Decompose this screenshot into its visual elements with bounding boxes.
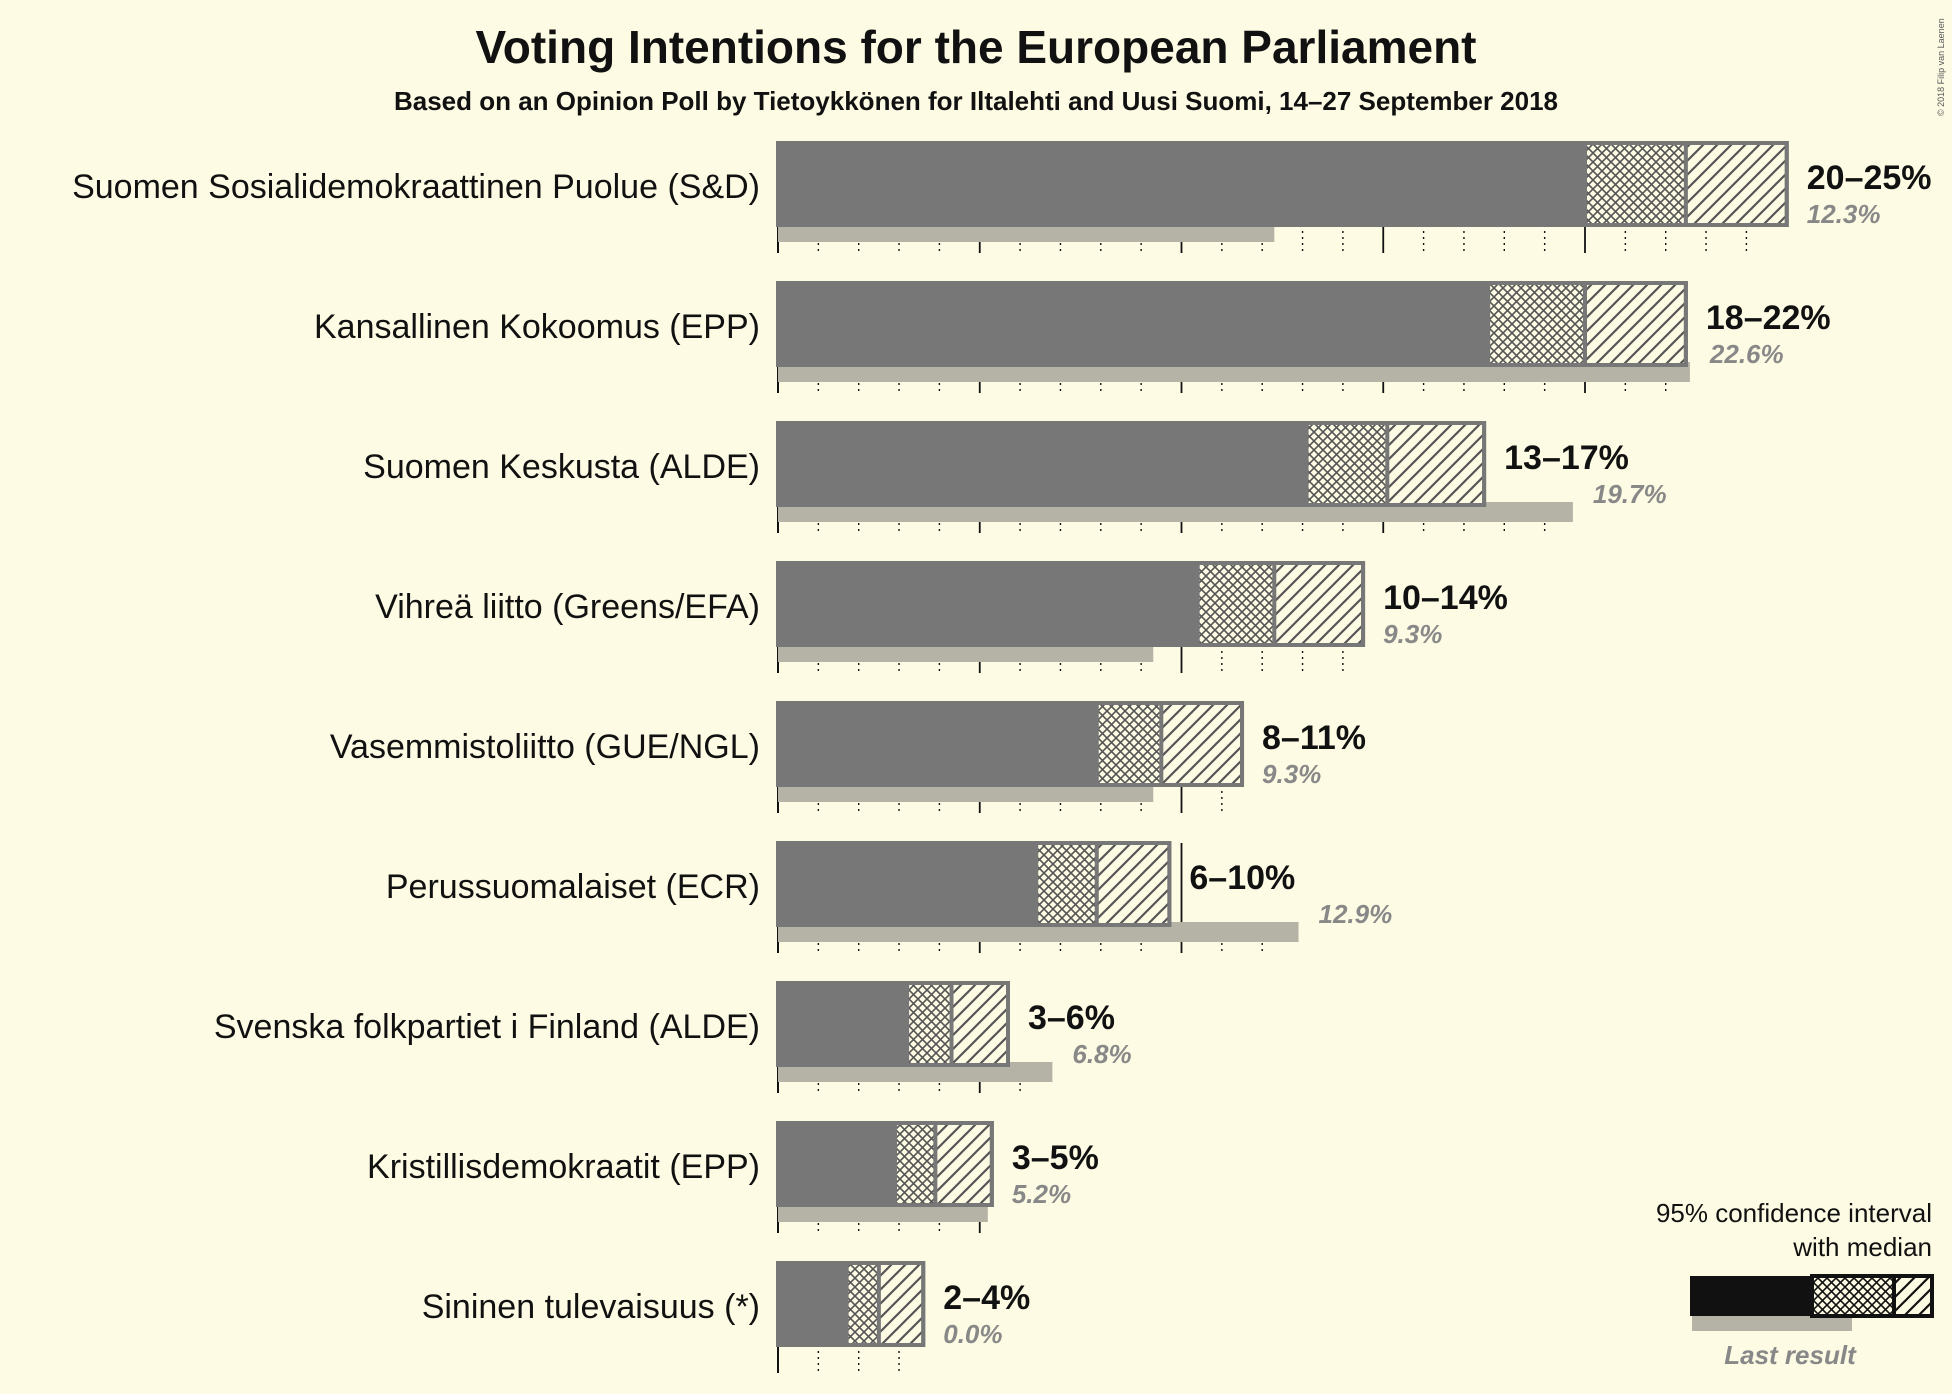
party-row: Kristillisdemokraatit (EPP) 3–5%5.2% [367, 1121, 1099, 1233]
bar-outline [776, 1121, 994, 1207]
ci-upper-half [1161, 703, 1243, 785]
party-label: Vihreä liitto (Greens/EFA) [375, 588, 760, 626]
legend-ci-outline [1810, 1274, 1934, 1318]
legend-ci-lower-swatch [1812, 1276, 1894, 1316]
range-label: 8–11% [1262, 719, 1366, 757]
bar-outline [776, 981, 1010, 1067]
ci-upper-half [951, 983, 1008, 1065]
party-row: Perussuomalaiset (ECR) 6–10% 12.9% [386, 841, 1393, 953]
last-result-label: 12.9% [1319, 899, 1393, 929]
estimate-bar [778, 983, 908, 1065]
last-result-label: 22.6% [1709, 339, 1784, 369]
legend: 95% confidence interval with median Last r… [1656, 1198, 1934, 1370]
party-row: Svenska folkpartiet i Finland (ALDE) 3–6%… [214, 981, 1132, 1093]
range-label: 6–10% [1189, 859, 1295, 897]
ci-lower-half [1488, 283, 1585, 365]
last-result-label: 9.3% [1383, 619, 1442, 649]
bar-outline [776, 841, 1172, 927]
legend-line2: with median [1792, 1232, 1932, 1262]
estimate-bar [778, 1263, 847, 1345]
chart-title: Voting Intentions for the European Parli… [475, 21, 1477, 73]
party-label: Kristillisdemokraatit (EPP) [367, 1148, 760, 1186]
bar-outline [776, 281, 1688, 367]
range-label: 3–5% [1012, 1139, 1099, 1177]
range-label: 20–25% [1807, 159, 1932, 197]
last-result-label: 19.7% [1593, 479, 1667, 509]
bar-outline [776, 561, 1366, 647]
last-result-label: 0.0% [943, 1319, 1002, 1349]
ci-lower-half [895, 1123, 936, 1205]
ci-lower-half [1096, 703, 1162, 785]
bar-outline [776, 141, 1789, 227]
legend-ci-upper-swatch [1894, 1276, 1932, 1316]
party-label: Kansallinen Kokoomus (EPP) [314, 308, 760, 346]
range-label: 18–22% [1706, 299, 1831, 337]
ci-lower-half [1036, 843, 1097, 925]
estimate-bar [778, 703, 1097, 785]
legend-line1: 95% confidence interval [1656, 1198, 1932, 1228]
last-result-label: 5.2% [1012, 1179, 1071, 1209]
estimate-bar [778, 423, 1307, 505]
party-label: Suomen Keskusta (ALDE) [363, 448, 760, 486]
party-label: Svenska folkpartiet i Finland (ALDE) [214, 1008, 760, 1046]
bar-outline [776, 701, 1245, 787]
ci-lower-half [846, 1263, 879, 1345]
ci-upper-half [1274, 563, 1364, 645]
party-label: Vasemmistoliitto (GUE/NGL) [330, 728, 760, 766]
party-row: Suomen Keskusta (ALDE) 13–17%19.7% [363, 421, 1667, 533]
chart-subtitle: Based on an Opinion Poll by Tietoykkönen… [393, 86, 1559, 116]
last-result-label: 12.3% [1807, 199, 1881, 229]
range-label: 2–4% [943, 1279, 1030, 1317]
ci-upper-half [878, 1263, 924, 1345]
last-result-label: 9.3% [1262, 759, 1321, 789]
ci-upper-half [1585, 283, 1686, 365]
estimate-bar [778, 143, 1585, 225]
ci-upper-half [1096, 843, 1170, 925]
range-label: 10–14% [1383, 579, 1508, 617]
party-row: Kansallinen Kokoomus (EPP) 18–22%22.6% [314, 281, 1831, 393]
bar-outline [776, 421, 1487, 507]
party-label: Suomen Sosialidemokraattinen Puolue (S&D… [72, 168, 760, 206]
ci-lower-half [1197, 563, 1275, 645]
ci-lower-half [907, 983, 952, 1065]
party-row: Suomen Sosialidemokraattinen Puolue (S&D… [72, 141, 1932, 253]
party-label: Sininen tulevaisuus (*) [422, 1288, 760, 1326]
range-label: 13–17% [1504, 439, 1629, 477]
range-label: 3–6% [1028, 999, 1115, 1037]
bar-outline [776, 1261, 926, 1347]
chart-rows: Suomen Sosialidemokraattinen Puolue (S&D… [72, 141, 1932, 1373]
estimate-bar [778, 843, 1037, 925]
party-row: Sininen tulevaisuus (*) 2–4%0.0% [422, 1261, 1030, 1373]
ci-upper-half [935, 1123, 992, 1205]
legend-bar-swatch [1690, 1276, 1812, 1316]
party-row: Vihreä liitto (Greens/EFA) 10–14%9.3% [375, 561, 1508, 673]
ci-upper-half [1387, 423, 1485, 505]
estimate-bar [778, 283, 1489, 365]
ci-lower-half [1585, 143, 1686, 225]
ci-upper-half [1685, 143, 1787, 225]
ci-lower-half [1306, 423, 1388, 505]
party-label: Perussuomalaiset (ECR) [386, 868, 760, 906]
estimate-bar [778, 563, 1198, 645]
party-row: Vasemmistoliitto (GUE/NGL) 8–11%9.3% [330, 701, 1366, 813]
estimate-bar [778, 1123, 896, 1205]
last-result-label: 6.8% [1072, 1039, 1131, 1069]
legend-last-label: Last result [1724, 1340, 1857, 1370]
